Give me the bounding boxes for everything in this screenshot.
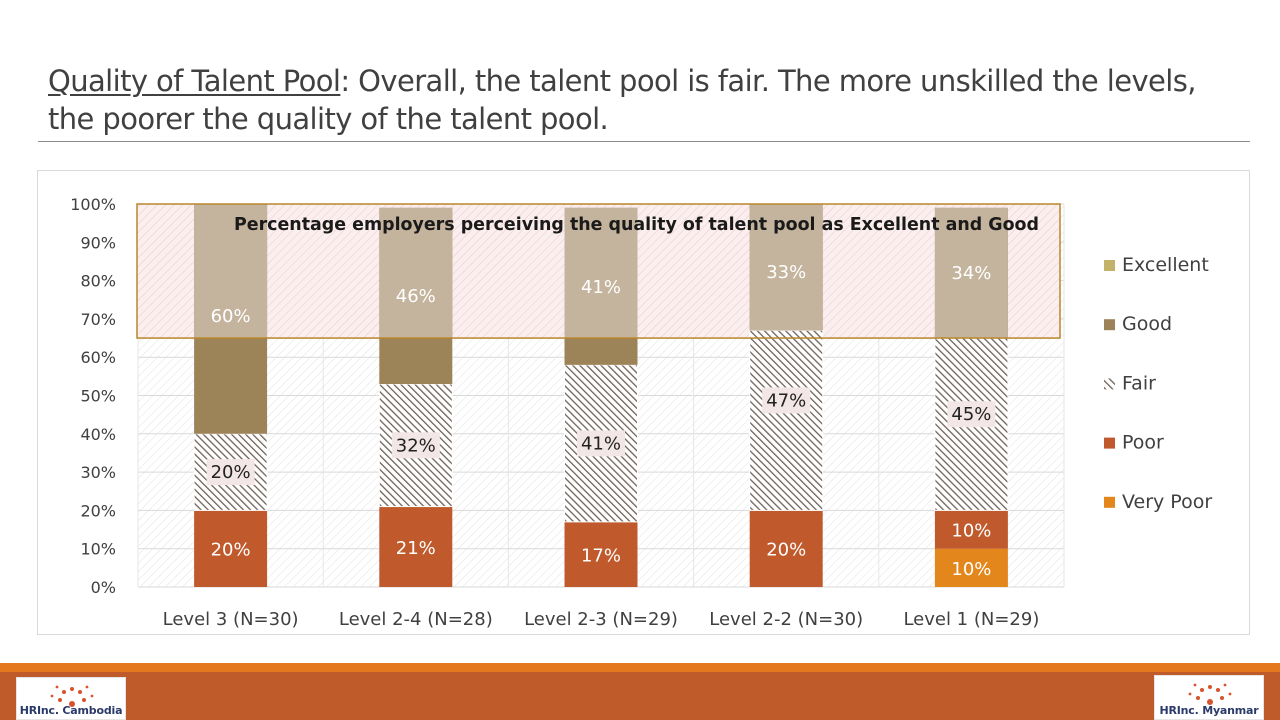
- data-label-bg: [762, 387, 811, 414]
- bar-poor: [934, 510, 1008, 549]
- data-label: 32%: [396, 435, 436, 456]
- y-tick-label: 30%: [80, 463, 116, 482]
- data-label: 21%: [396, 538, 436, 559]
- x-tick-label: Level 2-2 (N=30): [709, 609, 863, 630]
- legend-label: Good: [1122, 313, 1172, 335]
- bar-good-highlight: [379, 207, 453, 339]
- data-label: 47%: [766, 390, 806, 411]
- footer-band: [0, 672, 1280, 720]
- bar-fair: [749, 329, 824, 511]
- hrinc-cambodia-logo-text: HRInc. Cambodia: [19, 704, 123, 717]
- data-label: 17%: [581, 545, 621, 566]
- data-label: 10%: [951, 521, 991, 542]
- slide-title: Quality of Talent Pool: Overall, the tal…: [48, 62, 1238, 138]
- bar-good-highlight: [749, 204, 823, 331]
- data-label-bg: [391, 432, 440, 459]
- bar-good-highlight: [934, 207, 1008, 339]
- data-label: 20%: [211, 540, 251, 561]
- y-tick-label: 100%: [70, 195, 116, 214]
- legend-label: Fair: [1122, 372, 1156, 394]
- bar-fair: [934, 337, 1009, 511]
- data-label: 46%: [396, 286, 436, 307]
- legend-swatch: [1104, 496, 1115, 508]
- data-label-bg: [947, 401, 996, 428]
- data-label: 34%: [951, 263, 991, 284]
- legend-swatch: [1104, 437, 1115, 449]
- hrinc-myanmar-logo-text: HRInc. Myanmar: [1159, 704, 1259, 717]
- bar-poor: [564, 521, 638, 587]
- slide-title-rest: : Overall, the talent pool is fair. The …: [48, 64, 1196, 136]
- legend-label: Very Poor: [1122, 491, 1212, 513]
- x-tick-label: Level 3 (N=30): [163, 609, 299, 630]
- data-label: 33%: [766, 262, 806, 283]
- y-tick-label: 40%: [80, 425, 116, 444]
- bar-poor: [194, 510, 268, 587]
- legend-label: Excellent: [1122, 254, 1209, 276]
- hrinc-cambodia-logo: HRInc. Cambodia: [16, 677, 126, 720]
- bar-good-highlight: [194, 204, 268, 339]
- y-tick-label: 20%: [80, 501, 116, 520]
- legend-swatch: [1104, 319, 1115, 331]
- footer-accent-stripe: [0, 663, 1280, 672]
- annotation-band-border: [136, 203, 1061, 339]
- sunburst-logo-icon: [50, 685, 94, 707]
- bar-poor: [379, 506, 453, 587]
- y-tick-label: 90%: [80, 233, 116, 252]
- data-label-bg: [577, 430, 625, 457]
- data-label: 45%: [951, 404, 991, 425]
- data-label-bg: [206, 459, 255, 486]
- legend-swatch: [1104, 260, 1115, 271]
- x-tick-label: Level 1 (N=29): [903, 609, 1039, 630]
- title-divider: [38, 141, 1250, 142]
- legend-swatch: [1104, 378, 1115, 390]
- y-tick-label: 10%: [80, 540, 116, 559]
- data-label: 60%: [211, 306, 251, 327]
- stacked-bar-chart: Percentage employers perceiving the qual…: [70, 195, 1212, 630]
- annotation-text: Percentage employers perceiving the qual…: [234, 214, 1039, 235]
- sunburst-logo-icon: [1188, 683, 1232, 705]
- x-tick-label: Level 2-4 (N=28): [339, 609, 493, 630]
- data-label: 41%: [581, 277, 621, 298]
- hrinc-myanmar-logo: HRInc. Myanmar: [1154, 675, 1264, 720]
- slide-title-underlined: Quality of Talent Pool: [48, 64, 341, 98]
- bar-very-poor: [934, 548, 1008, 587]
- bar-poor: [749, 510, 823, 587]
- y-tick-label: 0%: [91, 578, 116, 597]
- y-tick-label: 80%: [80, 272, 116, 291]
- y-tick-label: 60%: [80, 348, 116, 367]
- data-label: 41%: [581, 433, 621, 454]
- data-label: 10%: [951, 559, 991, 580]
- chart-frame: Percentage employers perceiving the qual…: [37, 170, 1250, 635]
- bar-good-highlight: [564, 207, 638, 339]
- y-tick-label: 50%: [80, 387, 116, 406]
- data-label: 20%: [211, 462, 251, 483]
- data-label: 20%: [766, 540, 806, 561]
- legend-label: Poor: [1122, 432, 1164, 454]
- x-tick-label: Level 2-3 (N=29): [524, 609, 678, 630]
- y-tick-label: 70%: [80, 310, 116, 329]
